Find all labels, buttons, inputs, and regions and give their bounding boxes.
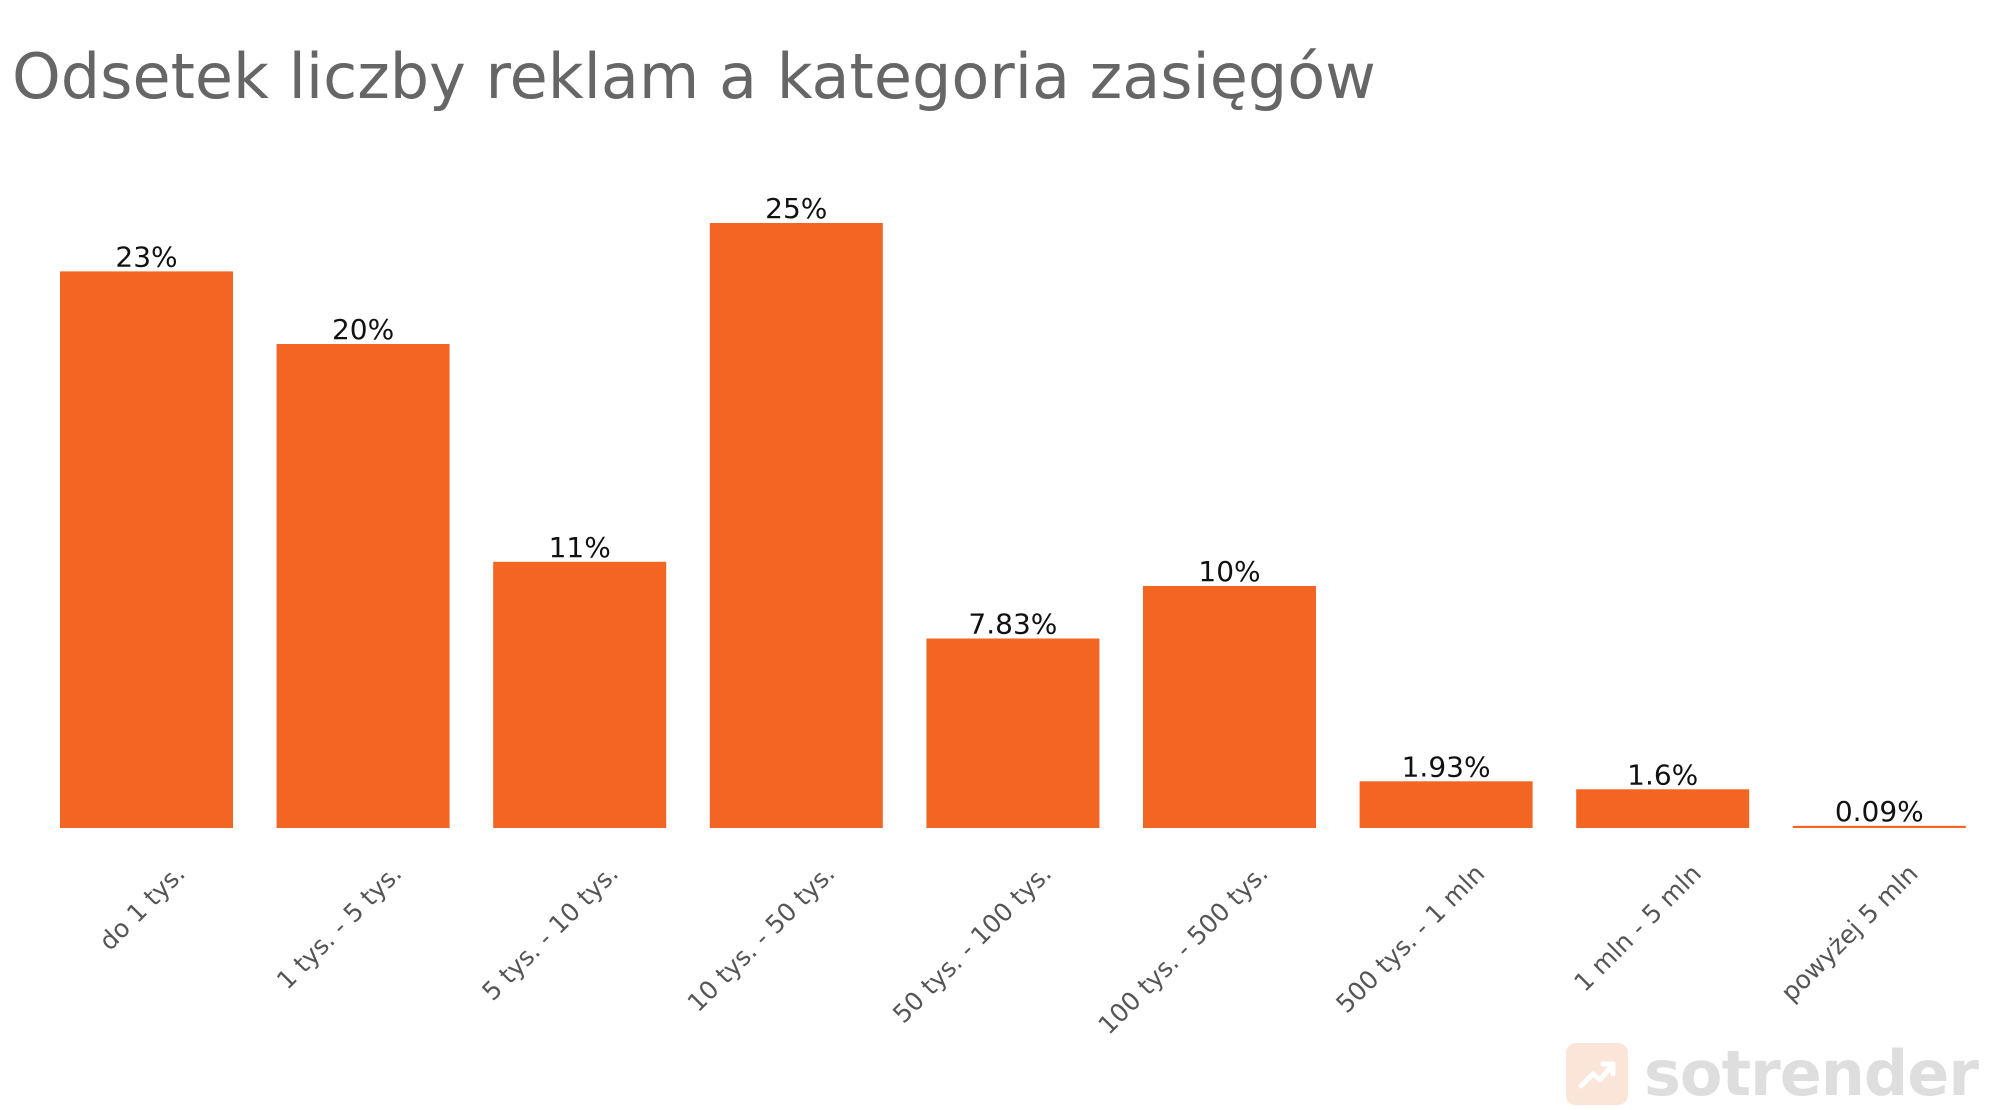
- chart-title: Odsetek liczby reklam a kategoria zasięg…: [12, 40, 1376, 113]
- data-label-7: 1.6%: [1627, 758, 1698, 791]
- x-tick-label-0: do 1 tys.: [93, 859, 190, 956]
- bar-5: [1143, 586, 1316, 828]
- x-tick-label-7: 1 mln - 5 mln: [1568, 859, 1707, 998]
- brand-logo: sotrender: [1566, 1037, 1979, 1110]
- x-tick-label-1: 1 tys. - 5 tys.: [271, 859, 407, 995]
- x-tick-label-8: powyżej 5 mln: [1775, 859, 1923, 1007]
- bar-4: [926, 638, 1100, 828]
- x-tick-label-5: 100 tys. - 500 tys.: [1092, 859, 1273, 1040]
- bar-6: [1359, 781, 1533, 828]
- bar-0: [60, 271, 233, 828]
- data-label-5: 10%: [1198, 555, 1260, 588]
- x-tick-label-4: 50 tys. - 100 tys.: [887, 859, 1057, 1029]
- data-label-2: 11%: [549, 531, 611, 564]
- data-label-3: 25%: [765, 192, 827, 225]
- data-label-1: 20%: [332, 313, 394, 346]
- data-label-8: 0.09%: [1835, 795, 1924, 828]
- bar-7: [1576, 789, 1750, 828]
- bar-8: [1792, 825, 1966, 828]
- x-tick-label-2: 5 tys. - 10 tys.: [476, 859, 624, 1007]
- brand-name: sotrender: [1644, 1037, 1979, 1110]
- data-label-4: 7.83%: [968, 608, 1057, 641]
- bar-2: [493, 561, 667, 828]
- bar-3: [709, 223, 883, 828]
- data-label-0: 23%: [115, 240, 177, 273]
- bar-1: [276, 344, 450, 828]
- trend-arrow-icon: [1566, 1042, 1628, 1105]
- data-label-6: 1.93%: [1402, 750, 1491, 783]
- x-tick-label-3: 10 tys. - 50 tys.: [682, 859, 841, 1018]
- x-tick-label-6: 500 tys. - 1 mln: [1330, 859, 1490, 1019]
